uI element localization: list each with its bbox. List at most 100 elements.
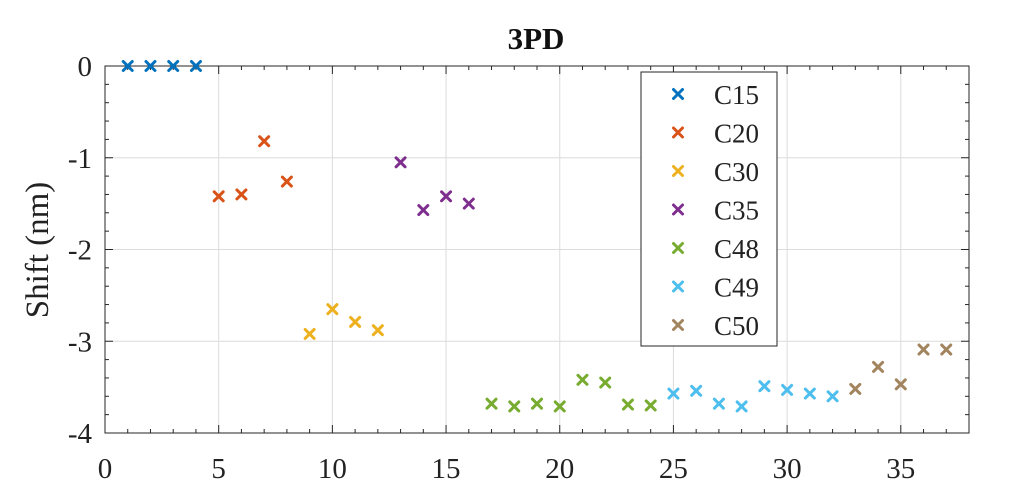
y-tick-label: -1 [68,143,92,175]
marker-stroke [303,327,316,340]
data-point-c15 [121,60,134,72]
marker-stroke [917,343,930,356]
marker-stroke [672,319,684,331]
x-axis-tick-labels: 0 5 10 15 20 25 30 35 [98,453,916,485]
data-point-c35 [462,197,475,210]
data-point-c50 [894,378,907,391]
x-tick-label: 35 [886,453,915,485]
marker-stroke [672,88,684,100]
data-point-c49 [803,387,816,400]
legend-marker [672,203,684,216]
marker-stroke [417,204,430,217]
marker-stroke [326,303,339,316]
data-point-c15 [144,60,157,72]
marker-stroke [576,373,589,386]
marker-stroke [672,126,684,139]
data-point-c30 [303,327,316,340]
data-point-c20 [235,188,248,201]
marker-stroke [349,315,362,328]
y-tick-label: 0 [78,51,93,83]
chart-title: 3PD [508,21,565,56]
data-point-c30 [326,303,339,316]
legend-entry-c48: C48 [672,234,759,264]
grid [104,65,969,434]
marker-stroke [440,190,453,203]
marker-stroke [712,397,725,410]
data-point-c30 [371,324,384,337]
y-tick-label: -4 [68,418,93,450]
series-c49 [667,380,839,413]
series-c35 [394,156,475,217]
marker-stroke [735,400,748,413]
marker-stroke [672,280,684,293]
x-tick-label: 5 [211,453,226,485]
data-point-c15 [167,60,180,72]
data-point-c50 [849,382,862,395]
series-c48 [485,373,657,413]
x-tick-label: 30 [773,453,802,485]
marker-stroke [462,197,475,210]
x-tick-label: 10 [318,453,347,485]
axis-ticks [104,65,970,434]
x-tick-label: 15 [432,453,461,485]
legend-entry-c49: C49 [672,273,759,303]
data-points [121,60,953,413]
marker-stroke [144,60,157,72]
marker-stroke [508,400,521,413]
data-point-c48 [485,397,498,410]
data-point-c50 [872,360,885,373]
marker-stroke [280,175,293,188]
series-c50 [849,343,953,395]
marker-stroke [894,378,907,391]
marker-stroke [394,156,407,169]
data-point-c49 [712,397,725,410]
marker-stroke [803,387,816,400]
data-point-c48 [508,400,521,413]
legend-marker [672,242,684,254]
marker-stroke [553,400,566,413]
data-point-c48 [599,376,612,389]
data-point-c20 [258,135,271,148]
data-point-c35 [417,204,430,217]
legend-label: C48 [714,234,759,264]
data-point-c49 [826,390,839,403]
marker-stroke [672,242,684,254]
data-point-c48 [644,399,657,412]
data-point-c49 [690,384,703,397]
legend-box [640,71,778,347]
marker-stroke [121,60,134,72]
marker-stroke [235,188,248,201]
legend-label: C20 [714,119,759,149]
legend-entry-c20: C20 [672,119,759,149]
legend: C15 C20 C30 C35 C48 C49 C50 [640,71,778,347]
marker-stroke [485,397,498,410]
y-tick-label: -2 [68,235,92,267]
legend-marker [672,280,684,293]
marker-stroke [758,380,771,393]
legend-entry-c15: C15 [672,80,759,110]
legend-marker [672,88,684,100]
marker-stroke [599,376,612,389]
series-c15 [121,60,202,72]
series-c20 [212,135,293,203]
marker-stroke [371,324,384,337]
marker-stroke [781,383,794,396]
data-point-c30 [349,315,362,328]
data-point-c35 [440,190,453,203]
data-point-c48 [531,397,543,410]
series-c30 [303,303,384,340]
marker-stroke [826,390,839,403]
data-point-c20 [212,190,225,203]
data-point-c35 [394,156,407,169]
legend-entry-c35: C35 [672,196,759,226]
data-point-c49 [735,400,748,413]
data-point-c49 [667,387,680,400]
legend-label: C30 [714,157,759,187]
legend-label: C35 [714,196,759,226]
data-point-c20 [280,175,293,188]
marker-stroke [672,165,684,177]
marker-stroke [258,135,271,148]
legend-label: C15 [714,80,759,110]
legend-marker [672,319,684,331]
